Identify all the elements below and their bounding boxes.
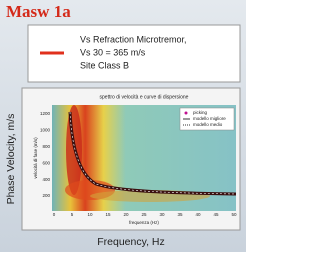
plot-x-tick-label: 10 [87, 212, 93, 217]
plot-y-label: velocità di fase (m/s) [33, 137, 38, 179]
plot-y-tick-label: 400 [42, 177, 50, 182]
plot-y-tick-label: 200 [42, 193, 50, 198]
x-axis-label: Frequency, Hz [97, 236, 165, 248]
plot-title: spettro di velocità e curve di dispersio… [100, 94, 189, 100]
plot-y-tick-label: 1200 [40, 111, 51, 116]
plot-x-tick-label: 35 [177, 212, 183, 217]
plot-x-tick-label: 25 [141, 212, 147, 217]
plot-x-label: frequenza (Hz) [129, 220, 159, 225]
plot-legend-text: modello medio [193, 122, 223, 127]
legend-text: Site Class B [80, 60, 129, 70]
page: Masw 1a Vs Refraction Microtremor, Vs 30… [0, 0, 246, 252]
title: Masw 1a [6, 2, 71, 21]
plot-x-tick-label: 50 [231, 212, 237, 217]
plot-y-tick-label: 800 [42, 144, 50, 149]
legend-marker [185, 112, 188, 115]
plot-x-tick-label: 30 [159, 212, 165, 217]
plot-x-tick-label: 20 [123, 212, 129, 217]
plot-x-tick-label: 15 [105, 212, 111, 217]
legend-text: Vs 30 = 365 m/s [80, 47, 146, 57]
plot-x-tick-label: 40 [195, 212, 201, 217]
plot-legend-text: picking [193, 110, 208, 115]
plot-legend-text: modello migliore [193, 116, 226, 121]
legend-text: Vs Refraction Microtremor, [80, 34, 187, 44]
y-axis-label: Phase Velocity, m/s [5, 114, 17, 205]
plot-y-tick-label: 1000 [40, 128, 51, 133]
plot-y-tick-label: 600 [42, 160, 50, 165]
plot-x-tick-label: 45 [213, 212, 219, 217]
